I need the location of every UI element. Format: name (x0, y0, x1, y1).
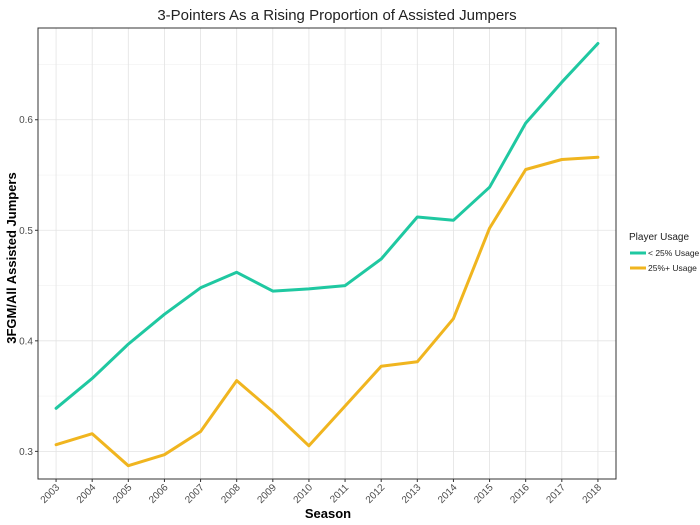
y-tick-label: 0.3 (19, 447, 33, 458)
y-tick-label: 0.6 (19, 115, 33, 126)
x-tick-label: 2007 (183, 482, 207, 506)
x-tick-label: 2012 (364, 482, 388, 506)
x-tick-label: 2004 (75, 482, 99, 506)
plot-background (38, 28, 616, 479)
x-tick-label: 2014 (436, 482, 460, 506)
series-line-low-usage (54, 42, 600, 410)
x-tick-label: 2008 (219, 482, 243, 506)
x-tick-label: 2003 (39, 482, 63, 506)
legend-title: Player Usage (629, 232, 689, 243)
x-tick-label: 2011 (328, 482, 351, 505)
legend-label: < 25% Usage (648, 248, 700, 258)
x-tick-label: 2006 (147, 482, 171, 506)
x-axis-title: Season (305, 506, 351, 521)
x-tick-label: 2013 (400, 482, 424, 506)
legend: Player Usage < 25% Usage 25%+ Usage (629, 232, 700, 273)
chart-title: 3-Pointers As a Rising Proportion of Ass… (157, 7, 516, 24)
x-tick-label: 2018 (581, 482, 605, 506)
x-tick-label: 2009 (255, 482, 279, 506)
y-axis-ticks: 0.3 0.4 0.5 0.6 (19, 115, 38, 458)
x-tick-label: 2015 (472, 482, 496, 506)
x-axis-ticks: 2003 2004 2005 2006 2007 2008 2009 2010 2011 2012… (39, 479, 605, 506)
series-line-high-usage (54, 155, 600, 468)
x-tick-label: 2016 (508, 482, 532, 506)
series-lines (54, 42, 600, 468)
y-axis-title: 3FGM/All Assisted Jumpers (4, 172, 19, 343)
plot-area (38, 28, 616, 479)
x-tick-label: 2017 (544, 482, 568, 506)
plot-frame (37, 27, 617, 480)
x-tick-label: 2010 (292, 482, 316, 506)
x-tick-label: 2005 (111, 482, 135, 506)
y-tick-label: 0.4 (19, 336, 33, 347)
y-tick-label: 0.5 (19, 226, 33, 237)
legend-label: 25%+ Usage (648, 263, 697, 273)
